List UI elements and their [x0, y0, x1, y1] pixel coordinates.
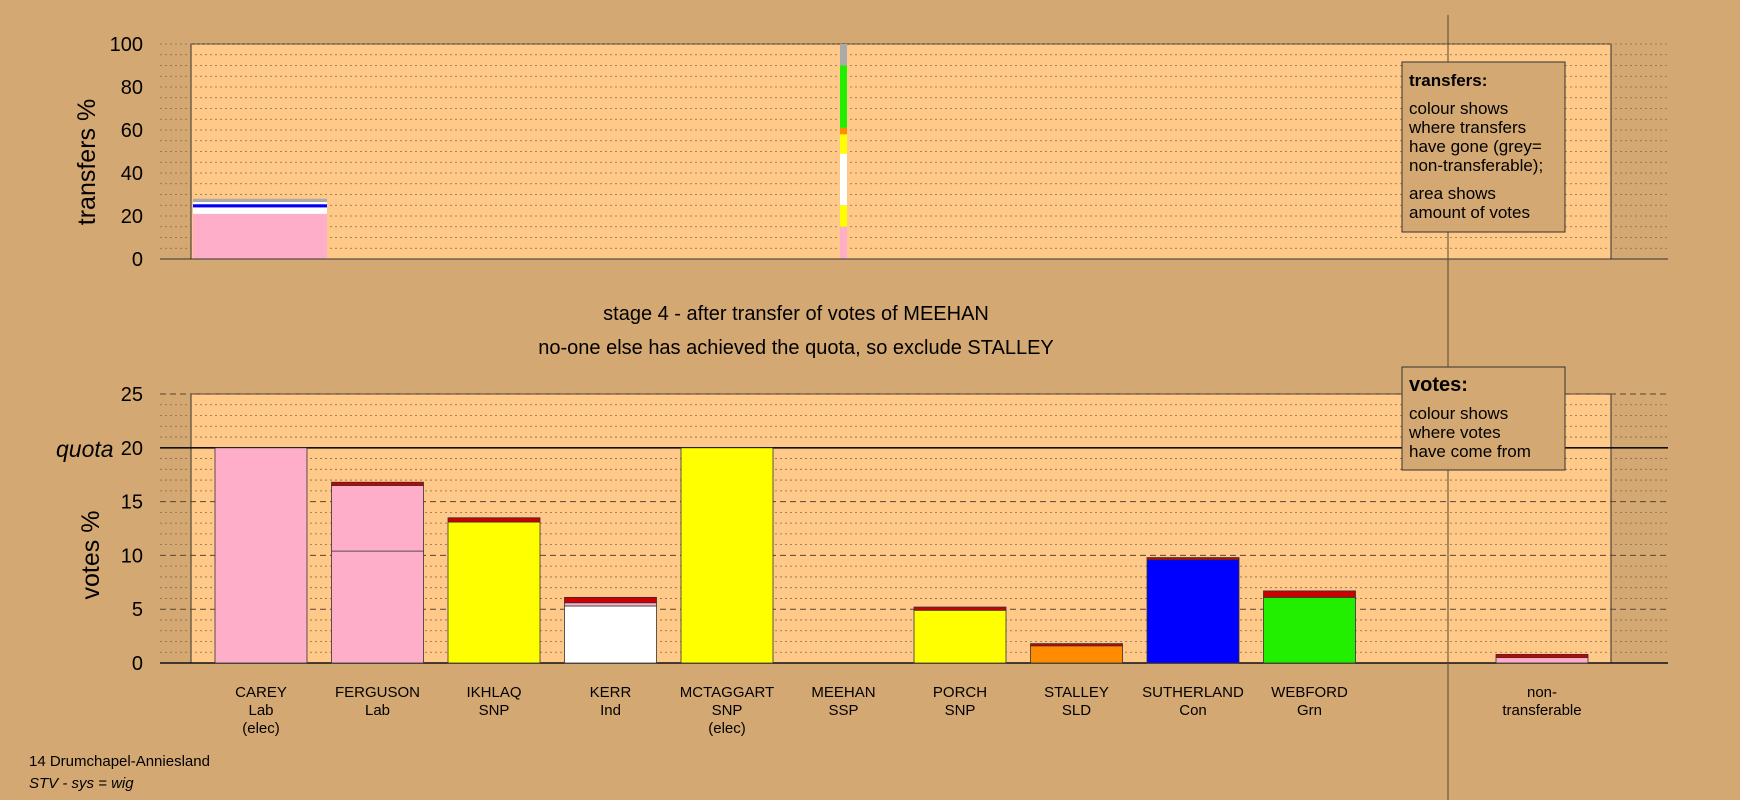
vote-segment [913, 609, 1007, 664]
votes-y-tick-label: 10 [121, 545, 143, 567]
transfer-segment [840, 226, 847, 259]
vote-segment [214, 447, 308, 664]
votes-legend-line: where votes [1408, 423, 1501, 442]
votes-legend: votes: colour shows where votes have com… [1401, 366, 1566, 471]
transfer-segment [840, 65, 847, 128]
transfers-legend-line: have gone (grey= [1409, 137, 1542, 156]
transfers-legend-line: colour shows [1409, 99, 1508, 118]
stage-subtitle: no-one else has achieved the quota, so e… [538, 337, 1054, 359]
candidate-label: SNP [712, 702, 743, 719]
votes-y-tick-label: 25 [121, 384, 143, 406]
candidate-label: STALLEY [1044, 684, 1109, 701]
vote-segment [331, 485, 424, 552]
votes-plot-area [190, 393, 1612, 664]
candidate-label: MCTAGGART [680, 684, 774, 701]
candidate-label: SUTHERLAND [1142, 684, 1244, 701]
candidate-label: IKHLAQ [466, 684, 521, 701]
transfers-panel: 0 20 40 60 80 100 transfers % [73, 34, 1668, 271]
candidate-label: CAREY [235, 684, 287, 701]
transfers-y-tick-label: 100 [110, 34, 143, 56]
votes-y-tick-label: 15 [121, 492, 143, 514]
candidate-label: Con [1179, 702, 1207, 719]
votes-y-axis-label: votes % [77, 511, 105, 600]
transfers-y-ticks: 0 20 40 60 80 100 [110, 34, 1668, 271]
nontransferable-label: non- [1527, 684, 1557, 701]
transfer-segment [193, 198, 327, 203]
vote-segment [331, 481, 424, 486]
transfers-bars [193, 44, 847, 259]
constituency-label: 14 Drumchapel-Anniesland [29, 753, 210, 770]
vote-segment [1263, 590, 1356, 598]
candidate-label: PORCH [933, 684, 987, 701]
candidate-label: FERGUSON [335, 684, 420, 701]
candidate-label: Lab [248, 702, 273, 719]
transfer-segment [193, 213, 327, 259]
stage-title: stage 4 - after transfer of votes of MEE… [603, 303, 989, 325]
transfer-segment [840, 44, 847, 66]
votes-bars [214, 447, 1589, 664]
transfers-y-tick-label: 60 [121, 120, 143, 142]
candidate-label: (elec) [708, 720, 746, 737]
candidate-label: SLD [1062, 702, 1091, 719]
candidate-label: (elec) [242, 720, 280, 737]
votes-y-tick-label: 0 [132, 653, 143, 675]
transfers-y-tick-label: 0 [132, 249, 143, 271]
nontransferable-segment [1495, 657, 1589, 664]
vote-segment [1146, 557, 1240, 561]
votes-legend-line: colour shows [1409, 404, 1508, 423]
transfers-y-tick-label: 20 [121, 206, 143, 228]
vote-segment [447, 521, 541, 664]
transfers-legend: transfers: colour shows where transfers … [1401, 61, 1566, 233]
votes-y-tick-label: 5 [132, 599, 143, 621]
transfers-y-axis-label: transfers % [73, 99, 101, 225]
nontransferable-label: transferable [1502, 702, 1581, 719]
vote-segment [447, 517, 541, 523]
transfer-segment [840, 153, 847, 206]
candidate-label: SNP [945, 702, 976, 719]
candidate-label: SSP [828, 702, 858, 719]
vote-segment [1146, 559, 1240, 664]
transfers-y-tick-label: 40 [121, 163, 143, 185]
vote-segment [331, 550, 424, 664]
transfers-legend-line: area shows [1409, 184, 1496, 203]
transfers-legend-line: amount of votes [1409, 203, 1530, 222]
candidate-label: Ind [600, 702, 621, 719]
transfer-segment [193, 202, 327, 205]
votes-y-tick-label: 20 [121, 438, 143, 460]
transfer-segment [193, 204, 327, 208]
votes-y-ticks: 0 5 10 15 20 25 [121, 384, 143, 675]
candidate-label: Lab [365, 702, 390, 719]
candidate-label: MEEHAN [811, 684, 875, 701]
vote-segment [564, 596, 657, 604]
transfer-segment [193, 207, 327, 214]
transfer-segment [840, 127, 847, 135]
candidate-label: WEBFORD [1271, 684, 1348, 701]
system-label: STV - sys = wig [29, 775, 134, 792]
vote-segment [1030, 645, 1123, 664]
votes-legend-line: have come from [1409, 442, 1531, 461]
candidate-labels: CAREYLab(elec)FERGUSONLabIKHLAQSNPKERRIn… [235, 684, 1581, 737]
votes-legend-title: votes: [1409, 374, 1468, 396]
quota-label: quota [56, 436, 114, 462]
candidate-label: SNP [479, 702, 510, 719]
transfer-segment [840, 205, 847, 227]
vote-segment [1030, 643, 1123, 647]
vote-segment [564, 602, 657, 607]
transfers-legend-line: where transfers [1408, 118, 1526, 137]
vote-segment [913, 606, 1007, 611]
vote-segment [564, 605, 657, 664]
candidate-label: Grn [1297, 702, 1322, 719]
transfers-y-tick-label: 80 [121, 77, 143, 99]
transfers-legend-title: transfers: [1409, 71, 1487, 90]
candidate-label: KERR [590, 684, 632, 701]
transfers-legend-line: non-transferable); [1409, 156, 1543, 175]
nontransferable-segment [1495, 653, 1589, 659]
vote-segment [680, 447, 774, 664]
transfer-segment [840, 134, 847, 154]
vote-segment [1263, 596, 1356, 664]
